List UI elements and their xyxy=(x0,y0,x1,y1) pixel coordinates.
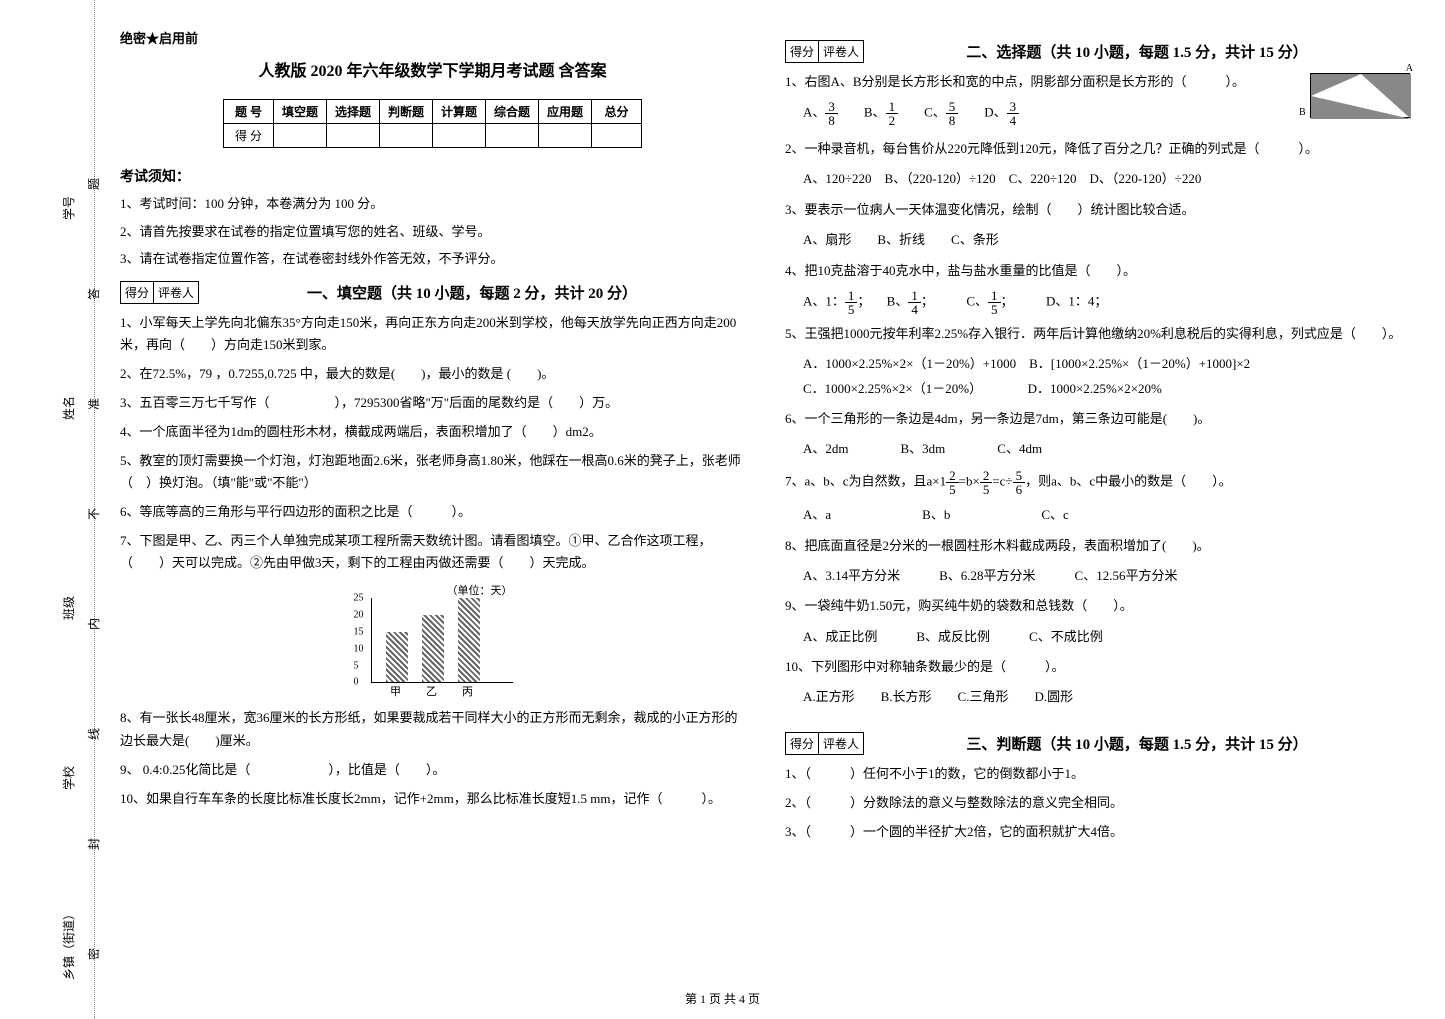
score-col-5: 综合题 xyxy=(486,100,539,124)
xlab-1: 乙 xyxy=(421,683,443,699)
score-row-head: 得 分 xyxy=(223,124,273,148)
s2-q2-opts: A、120÷220 B、（220-120）÷120 C、220÷120 D、（2… xyxy=(803,167,1410,192)
s2-q4-opts: A、1：15； B、14； C、15； D、1：4； xyxy=(803,289,1410,316)
bind-label-4: 学号 xyxy=(60,196,77,220)
notice-3: 3、请在试卷指定位置作答，在试卷密封线外作答无效，不予评分。 xyxy=(120,249,745,269)
s2-q2: 2、一种录音机，每台售价从220元降低到120元，降低了百分之几？正确的列式是（… xyxy=(785,138,1410,160)
s1-q3: 3、五百零三万七千写作（ ），7295300省略"万"后面的尾数约是（ ）万。 xyxy=(120,392,745,414)
s2-q4: 4、把10克盐溶于40克水中，盐与盐水重量的比值是（ ）。 xyxy=(785,260,1410,282)
s2-q7: 7、a、b、c为自然数，且a×125=b×25=c÷56，则a、b、c中最小的数… xyxy=(785,469,1410,496)
s1-q4: 4、一个底面半径为1dm的圆柱形木材，横截成两端后，表面积增加了（ ）dm2。 xyxy=(120,421,745,443)
left-column: 绝密★启用前 人教版 2020 年六年级数学下学期月考试题 含答案 题 号 填空… xyxy=(100,20,765,980)
binding-strip: 乡镇（街道） 学校 班级 姓名 学号 密 封 线 内 不 准 答 题 xyxy=(0,0,95,1019)
ytick-20: 20 xyxy=(354,610,364,621)
notice-head: 考试须知： xyxy=(120,166,745,186)
page-content: 绝密★启用前 人教版 2020 年六年级数学下学期月考试题 含答案 题 号 填空… xyxy=(100,20,1430,980)
s2-q3-opts: A、扇形 B、折线 C、条形 xyxy=(803,228,1410,253)
bar-1 xyxy=(422,615,444,682)
s1-q10: 10、如果自行车车条的长度比标准长度长2mm，记作+2mm，那么比标准长度短1.… xyxy=(120,788,745,810)
fig-label-b: B xyxy=(1299,104,1306,121)
chart-box: 25 20 15 10 5 0 xyxy=(371,598,513,683)
xlab-0: 甲 xyxy=(385,683,407,699)
chart-unit: （单位：天） xyxy=(353,582,513,598)
s1-q1: 1、小军每天上学先向北偏东35°方向走150米，再向正东方向走200米到学校，他… xyxy=(120,312,745,356)
score-box-b: 评卷人 xyxy=(154,282,198,303)
score-col-4: 计算题 xyxy=(433,100,486,124)
s2-q5: 5、王强把1000元按年利率2.25%存入银行．两年后计算他缴纳20%利息税后的… xyxy=(785,323,1410,345)
score-box-a: 得分 xyxy=(121,282,154,303)
score-col-2: 选择题 xyxy=(326,100,379,124)
s2-q1: A B 1、右图A、B分别是长方形长和宽的中点，阴影部分面积是长方形的（ ）。 xyxy=(785,71,1410,93)
ytick-10: 10 xyxy=(354,643,364,654)
bind-label-1: 学校 xyxy=(60,766,77,790)
score-col-0: 题 号 xyxy=(223,100,273,124)
score-box-3: 得分评卷人 xyxy=(785,732,864,755)
s1-q7: 7、下图是甲、乙、丙三个人单独完成某项工程所需天数统计图。请看图填空。①甲、乙合… xyxy=(120,530,745,574)
s2-q9: 9、一袋纯牛奶1.50元，购买纯牛奶的袋数和总钱数（ ）。 xyxy=(785,595,1410,617)
bar-2 xyxy=(458,598,480,682)
score-col-7: 总分 xyxy=(592,100,642,124)
s1-q6: 6、等底等高的三角形与平行四边形的面积之比是（ ）。 xyxy=(120,501,745,523)
s2-q10: 10、下列图形中对称轴条数最少的是（ ）。 xyxy=(785,656,1410,678)
rect-shade-icon xyxy=(1311,74,1411,119)
s1-q5: 5、教室的顶灯需要换一个灯泡，灯泡距地面2.6米，张老师身高1.80米，他踩在一… xyxy=(120,450,745,494)
ytick-5: 5 xyxy=(354,660,359,671)
ytick-25: 25 xyxy=(354,593,364,604)
s2-q3: 3、要表示一位病人一天体温变化情况，绘制（ ）统计图比较合适。 xyxy=(785,199,1410,221)
section-1-title: 一、填空题（共 10 小题，每题 2 分，共计 20 分） xyxy=(199,282,745,303)
section-3-title: 三、判断题（共 10 小题，每题 1.5 分，共计 15 分） xyxy=(864,733,1410,754)
score-col-6: 应用题 xyxy=(539,100,592,124)
ytick-15: 15 xyxy=(354,627,364,638)
right-column: 得分评卷人 二、选择题（共 10 小题，每题 1.5 分，共计 15 分） A … xyxy=(765,20,1430,980)
notice-2: 2、请首先按要求在试卷的指定位置填写您的姓名、班级、学号。 xyxy=(120,222,745,242)
s1-q9: 9、 0.4:0.25化简比是（ ），比值是（ ）。 xyxy=(120,759,745,781)
score-col-1: 填空题 xyxy=(273,100,326,124)
page-footer: 第 1 页 共 4 页 xyxy=(0,990,1445,1007)
score-box-1: 得分评卷人 xyxy=(120,281,199,304)
ytick-0: 0 xyxy=(354,677,359,688)
s2-q6: 6、一个三角形的一条边是4dm，另一条边是7dm，第三条边可能是( )。 xyxy=(785,408,1410,430)
s3-q1: 1、（ ）任何不小于1的数，它的倒数都小于1。 xyxy=(785,763,1410,785)
s3-q3: 3、（ ）一个圆的半径扩大2倍，它的面积就扩大4倍。 xyxy=(785,821,1410,843)
bind-label-2: 班级 xyxy=(60,596,77,620)
s1-q2: 2、在72.5%，79 ，0.7255,0.725 中，最大的数是( )，最小的… xyxy=(120,363,745,385)
score-table: 题 号 填空题 选择题 判断题 计算题 综合题 应用题 总分 得 分 xyxy=(223,99,642,148)
bind-label-3: 姓名 xyxy=(60,396,77,420)
bind-label-0: 乡镇（街道） xyxy=(60,908,77,980)
bar-chart: （单位：天） 25 20 15 10 5 0 甲 乙 丙 xyxy=(353,582,513,699)
s2-q5-opts: A．1000×2.25%×2×（1－20%）+1000 B．[1000×2.25… xyxy=(803,352,1410,401)
s2-q10-opts: A.正方形 B.长方形 C.三角形 D.圆形 xyxy=(803,685,1410,710)
notice-1: 1、考试时间：100 分钟，本卷满分为 100 分。 xyxy=(120,194,745,214)
xlab-2: 丙 xyxy=(457,683,479,699)
s2-q6-opts: A、2dm B、3dm C、4dm xyxy=(803,437,1410,462)
s1-q8: 8、有一张长48厘米，宽36厘米的长方形纸，如果要裁成若干同样大小的正方形而无剩… xyxy=(120,707,745,751)
score-col-3: 判断题 xyxy=(379,100,432,124)
score-box-2: 得分评卷人 xyxy=(785,40,864,63)
section-2-title: 二、选择题（共 10 小题，每题 1.5 分，共计 15 分） xyxy=(864,41,1410,62)
rect-figure: A B xyxy=(1310,73,1410,118)
s2-q9-opts: A、成正比例 B、成反比例 C、不成比例 xyxy=(803,625,1410,650)
s2-q7-opts: A、a B、b C、c xyxy=(803,503,1410,528)
exam-title: 人教版 2020 年六年级数学下学期月考试题 含答案 xyxy=(120,57,745,81)
s2-q8-opts: A、3.14平方分米 B、6.28平方分米 C、12.56平方分米 xyxy=(803,564,1410,589)
s2-q8: 8、把底面直径是2分米的一根圆柱形木料截成两段，表面积增加了( )。 xyxy=(785,535,1410,557)
bar-0 xyxy=(386,632,408,682)
secret-label: 绝密★启用前 xyxy=(120,28,745,47)
s3-q2: 2、（ ）分数除法的意义与整数除法的意义完全相同。 xyxy=(785,792,1410,814)
